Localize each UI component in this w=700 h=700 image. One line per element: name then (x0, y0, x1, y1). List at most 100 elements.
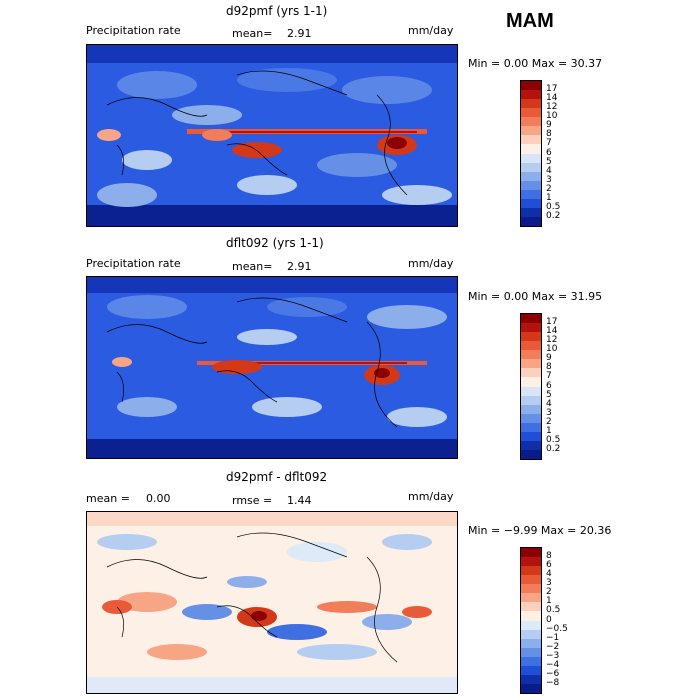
panel-3-mean-label: mean = (86, 492, 130, 505)
colorbar-level-label: 3 (546, 407, 552, 418)
colorbar-level-label: 3 (546, 578, 552, 589)
colorbar-level-label: 0.5 (546, 201, 561, 212)
colorbar-swatch (521, 620, 541, 630)
colorbar-swatch (521, 350, 541, 360)
colorbar-level-label: 8 (546, 551, 552, 562)
colorbar-swatch (521, 117, 541, 127)
panel-1-mean-label: mean= (232, 27, 273, 40)
colorbar-level-label: 14 (546, 93, 558, 104)
colorbar-level-label: 1 (546, 425, 552, 436)
panel-2-units: mm/day (408, 257, 454, 270)
colorbar-swatch (521, 602, 541, 612)
colorbar-level-label: −2 (546, 641, 560, 652)
panel-3-colorbar (520, 547, 542, 694)
colorbar-swatch (521, 81, 541, 91)
colorbar-level-label: 0 (546, 614, 552, 625)
colorbar-level-label: 4 (546, 569, 552, 580)
colorbar-level-label: 3 (546, 174, 552, 185)
colorbar-level-label: −8 (546, 677, 560, 688)
colorbar-swatch (521, 153, 541, 163)
colorbar-swatch (521, 638, 541, 648)
colorbar-level-label: 8 (546, 362, 552, 373)
colorbar-level-label: −4 (546, 659, 560, 670)
colorbar-swatch (521, 207, 541, 217)
colorbar-swatch (521, 189, 541, 199)
season-label: MAM (506, 10, 554, 32)
colorbar-swatch (521, 665, 541, 675)
colorbar-level-label: 4 (546, 398, 552, 409)
colorbar-swatch (521, 332, 541, 342)
colorbar-level-label: 0.5 (546, 434, 561, 445)
colorbar-swatch (521, 647, 541, 657)
colorbar-swatch (521, 386, 541, 396)
panel-2-colorbar (520, 313, 542, 460)
panel-3-units: mm/day (408, 490, 454, 503)
colorbar-swatch (521, 395, 541, 405)
panel-2-mean-label: mean= (232, 260, 273, 273)
colorbar-swatch (521, 171, 541, 181)
colorbar-swatch (521, 557, 541, 567)
colorbar-level-label: 2 (546, 587, 552, 598)
colorbar-level-label: 12 (546, 335, 558, 346)
colorbar-level-label: 5 (546, 389, 552, 400)
colorbar-swatch (521, 566, 541, 576)
colorbar-level-label: 10 (546, 111, 558, 122)
colorbar-swatch (521, 108, 541, 118)
colorbar-swatch (521, 180, 541, 190)
colorbar-level-label: 7 (546, 371, 552, 382)
colorbar-swatch (521, 162, 541, 172)
panel-3-rmse-label: rmse = (232, 494, 273, 507)
panel-3-title: d92pmf - dflt092 (226, 470, 328, 484)
colorbar-swatch (521, 377, 541, 387)
colorbar-swatch (521, 440, 541, 450)
colorbar-swatch (521, 422, 541, 432)
panel-2-mean-value: 2.91 (287, 260, 312, 273)
colorbar-level-label: 5 (546, 156, 552, 167)
colorbar-swatch (521, 413, 541, 423)
panel-1-mean-value: 2.91 (287, 27, 312, 40)
colorbar-level-label: 6 (546, 560, 552, 571)
colorbar-swatch (521, 548, 541, 558)
colorbar-level-label: 7 (546, 138, 552, 149)
colorbar-swatch (521, 683, 541, 693)
panel-1-map (86, 44, 458, 227)
colorbar-swatch (521, 575, 541, 585)
colorbar-swatch (521, 216, 541, 226)
colorbar-swatch (521, 368, 541, 378)
colorbar-level-label: 9 (546, 120, 552, 131)
colorbar-swatch (521, 593, 541, 603)
colorbar-swatch (521, 359, 541, 369)
colorbar-level-label: 8 (546, 129, 552, 140)
colorbar-level-label: −1 (546, 632, 560, 643)
panel-1-colorbar (520, 80, 542, 227)
colorbar-swatch (521, 584, 541, 594)
colorbar-swatch (521, 674, 541, 684)
colorbar-swatch (521, 611, 541, 621)
colorbar-level-label: 12 (546, 102, 558, 113)
colorbar-level-label: 9 (546, 353, 552, 364)
colorbar-swatch (521, 431, 541, 441)
colorbar-swatch (521, 656, 541, 666)
colorbar-swatch (521, 126, 541, 136)
colorbar-level-label: 0.2 (546, 210, 561, 221)
panel-2-minmax: Min = 0.00 Max = 31.95 (468, 290, 603, 303)
panel-1-variable: Precipitation rate (86, 24, 181, 37)
colorbar-level-label: −0.5 (546, 623, 568, 634)
colorbar-swatch (521, 629, 541, 639)
panel-3-mean-value: 0.00 (146, 492, 171, 505)
panel-1-title: d92pmf (yrs 1-1) (226, 4, 328, 18)
colorbar-level-label: −3 (546, 650, 560, 661)
colorbar-level-label: 2 (546, 183, 552, 194)
panel-3-rmse-value: 1.44 (287, 494, 312, 507)
colorbar-swatch (521, 323, 541, 333)
colorbar-swatch (521, 404, 541, 414)
colorbar-swatch (521, 314, 541, 324)
colorbar-swatch (521, 144, 541, 154)
colorbar-level-label: 6 (546, 147, 552, 158)
colorbar-swatch (521, 90, 541, 100)
panel-2-map (86, 276, 458, 459)
colorbar-level-label: 17 (546, 84, 558, 95)
colorbar-level-label: 14 (546, 326, 558, 337)
colorbar-level-label: 2 (546, 416, 552, 427)
panel-1-minmax: Min = 0.00 Max = 30.37 (468, 57, 603, 70)
